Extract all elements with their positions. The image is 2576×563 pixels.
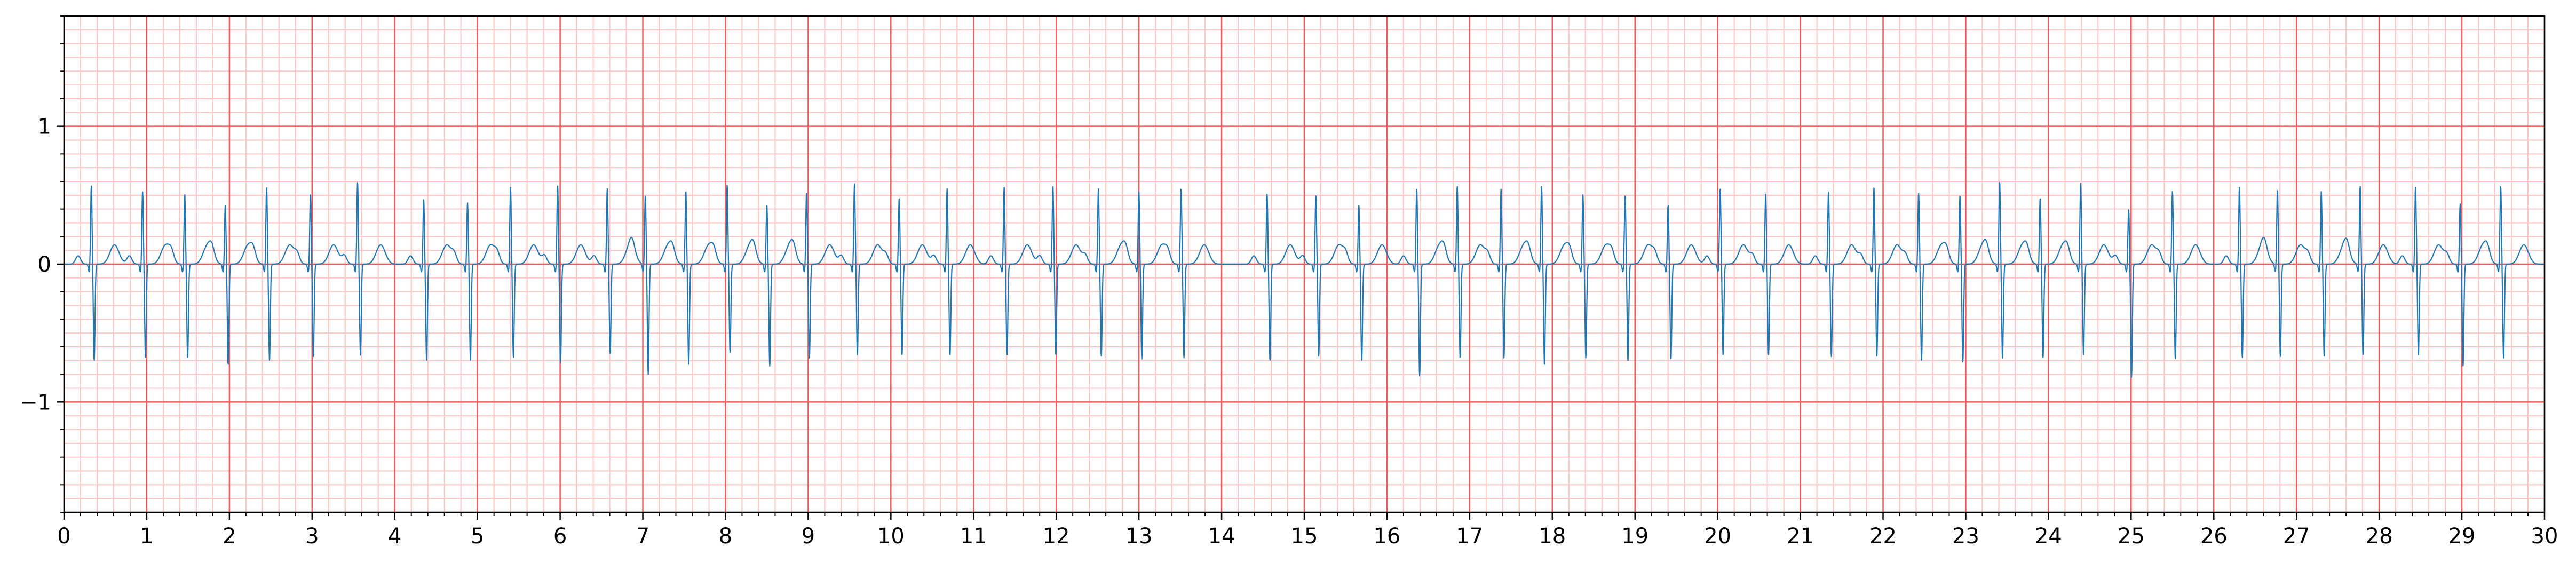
x-tick-label: 19 [1621, 524, 1648, 549]
x-tick-label: 16 [1373, 524, 1400, 549]
x-tick-label: 18 [1539, 524, 1566, 549]
x-tick-label: 29 [2448, 524, 2476, 549]
x-tick-label: 0 [57, 524, 70, 549]
x-tick-label: 20 [1704, 524, 1731, 549]
x-tick-label: 27 [2283, 524, 2310, 549]
x-tick-label: 5 [471, 524, 484, 549]
x-tick-label: 23 [1952, 524, 1979, 549]
x-tick-label: 7 [636, 524, 649, 549]
x-tick-label: 25 [2118, 524, 2145, 549]
x-tick-label: 3 [305, 524, 319, 549]
x-tick-label: 4 [388, 524, 401, 549]
ecg-trace-line [64, 181, 2545, 378]
x-tick-label: 2 [223, 524, 236, 549]
x-tick-label: 21 [1787, 524, 1814, 549]
x-tick-label: 6 [553, 524, 567, 549]
x-tick-label: 17 [1456, 524, 1483, 549]
x-tick-label: 30 [2531, 524, 2558, 549]
y-tick-label: −1 [20, 390, 51, 415]
y-tick-label: 0 [38, 252, 51, 277]
x-tick-label: 15 [1291, 524, 1318, 549]
x-tick-label: 9 [802, 524, 815, 549]
x-axis-tick-labels: 0 1 2 3 4 5 6 7 8 9 10 11 12 13 14 15 16 17 18 19 20 21 22 23 24… [57, 524, 2558, 549]
axis-ticks [57, 15, 2546, 520]
x-tick-label: 1 [140, 524, 153, 549]
x-tick-label: 22 [1869, 524, 1897, 549]
x-tick-label: 11 [960, 524, 987, 549]
x-tick-label: 26 [2200, 524, 2228, 549]
x-tick-label: 14 [1208, 524, 1235, 549]
x-tick-label: 13 [1125, 524, 1153, 549]
x-tick-label: 12 [1043, 524, 1070, 549]
x-tick-label: 10 [877, 524, 905, 549]
x-tick-label: 28 [2366, 524, 2393, 549]
x-tick-label: 24 [2035, 524, 2062, 549]
x-tick-label: 8 [719, 524, 732, 549]
y-tick-label: 1 [38, 115, 51, 139]
y-axis-tick-labels: 1 0 −1 [20, 115, 51, 415]
